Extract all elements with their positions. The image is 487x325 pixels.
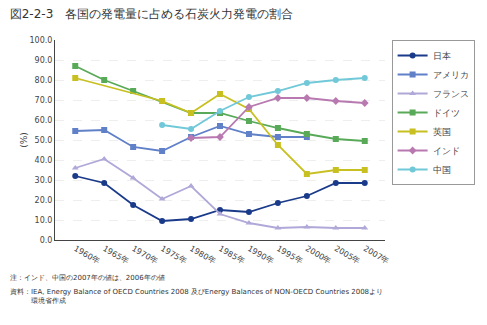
svg-text:1970年: 1970年 — [130, 244, 159, 266]
svg-text:2007年: 2007年 — [362, 244, 391, 266]
svg-text:資料：IEA, Energy Balance of OECD: 資料：IEA, Energy Balance of OECD Countries… — [10, 288, 383, 305]
svg-text:30.0: 30.0 — [35, 176, 53, 185]
svg-text:アメリカ: アメリカ — [433, 70, 469, 80]
svg-text:80.0: 80.0 — [35, 76, 53, 85]
svg-text:60.0: 60.0 — [35, 116, 53, 125]
svg-text:ドイツ: ドイツ — [433, 108, 460, 118]
svg-text:2000年: 2000年 — [304, 244, 333, 266]
svg-text:100.0: 100.0 — [29, 36, 52, 45]
svg-text:1960年: 1960年 — [72, 244, 101, 266]
svg-text:1975年: 1975年 — [159, 244, 188, 266]
svg-text:インド: インド — [433, 146, 460, 156]
svg-text:10.0: 10.0 — [35, 216, 53, 225]
svg-text:英国: 英国 — [433, 127, 451, 137]
svg-text:1995年: 1995年 — [275, 244, 304, 266]
svg-text:2005年: 2005年 — [333, 244, 362, 266]
svg-text:90.0: 90.0 — [35, 56, 53, 65]
svg-text:図2-2-3 各国の発電量に占める石炭火力発電の割合: 図2-2-3 各国の発電量に占める石炭火力発電の割合 — [10, 7, 294, 21]
svg-text:1985年: 1985年 — [217, 244, 246, 266]
svg-text:0.0: 0.0 — [40, 236, 53, 245]
svg-text:1965年: 1965年 — [101, 244, 130, 266]
svg-text:中国: 中国 — [433, 165, 451, 175]
svg-text:1990年: 1990年 — [246, 244, 275, 266]
svg-text:50.0: 50.0 — [35, 136, 53, 145]
svg-text:40.0: 40.0 — [35, 156, 53, 165]
svg-text:(%): (%) — [19, 132, 29, 148]
svg-text:日本: 日本 — [433, 51, 451, 61]
svg-text:注：インド、中国の2007年の値は、2006年の値: 注：インド、中国の2007年の値は、2006年の値 — [10, 274, 165, 282]
svg-text:1980年: 1980年 — [188, 244, 217, 266]
svg-text:フランス: フランス — [433, 89, 469, 99]
svg-text:20.0: 20.0 — [35, 196, 53, 205]
svg-text:70.0: 70.0 — [35, 96, 53, 105]
